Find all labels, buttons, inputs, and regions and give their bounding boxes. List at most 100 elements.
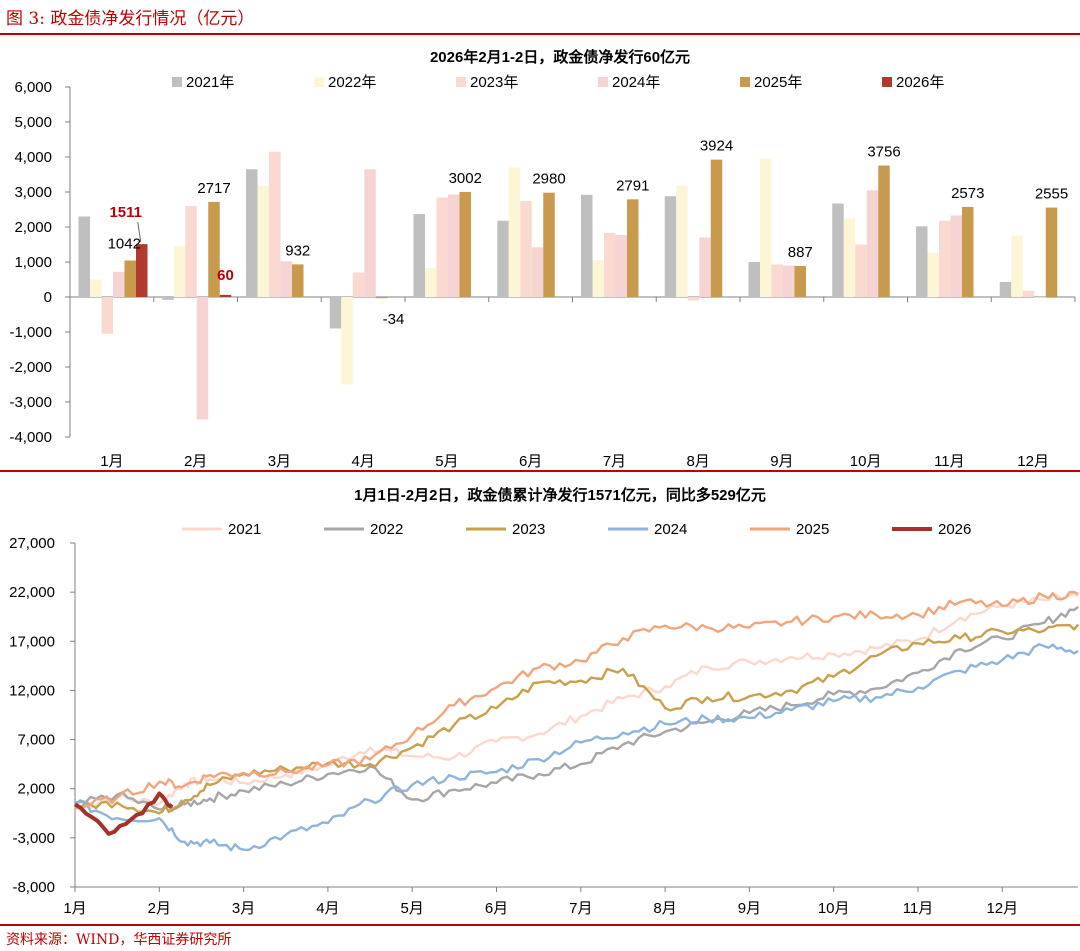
line-series-2021 [74,592,1079,810]
x-tick-label: 5月 [435,453,458,468]
bar-2021年-9月 [748,262,760,297]
bar-2026年-1月 [136,244,148,297]
x-tick-label: 5月 [401,900,424,917]
x-tick-label: 2月 [184,453,207,468]
y-tick-label: 2,000 [17,781,55,798]
bar-2022年-3月 [257,185,269,297]
line-chart-legend: 2021 2022 2023 2024 2025 2026 [182,521,971,538]
line-series-2022 [74,605,1079,813]
bar-2024年-6月 [531,247,544,297]
top-divider [0,33,1080,35]
bar-2025年-6月 [543,192,555,297]
bar-2023年-3月 [269,151,281,297]
legend-label-2025年: 2025年 [754,74,802,91]
x-tick-label: 11月 [903,900,934,917]
bottom-divider [0,924,1080,926]
x-tick-label: 12月 [986,900,1018,917]
legend-swatch-2022年 [314,77,324,87]
x-tick-label: 3月 [268,453,291,468]
line-chart-series [73,590,1080,852]
bar-2021年-8月 [664,196,677,297]
bar-2024年-3月 [280,261,292,297]
figure-title: 图 3: 政金债净发行情况（亿元） [6,9,255,29]
source-note: 资料来源：WIND，华西证券研究所 [6,932,232,948]
x-tick-label: 12月 [1017,453,1049,468]
legend-label-2021年: 2021年 [186,74,234,91]
y-tick-label: 17,000 [9,633,55,650]
middle-divider [0,470,1080,472]
x-tick-label: 1月 [100,453,123,468]
bar-chart-title: 2026年2月1-2日，政金债净发行60亿元 [430,48,690,66]
bar-chart-legend: 2021年 2022年 2023年 2024年 2025年 2026年 [172,74,944,91]
legend-label-2023: 2023 [512,521,545,538]
data-label: 887 [788,244,813,261]
data-label: -34 [383,311,405,328]
bar-2024年-4月 [364,169,376,297]
bar-2025年-1月 [124,260,136,297]
bar-2021年-5月 [413,214,425,297]
legend-swatch-2024年 [598,77,608,87]
bar-chart-bars [78,151,1058,420]
bar-2024年-2月 [196,297,209,420]
y-tick-label: 7,000 [17,732,55,749]
bar-2022年-2月 [173,246,186,297]
bar-2021年-10月 [832,203,844,297]
bar-2022年-4月 [341,297,353,385]
legend-label-2022年: 2022年 [328,74,376,91]
bar-2024年-7月 [615,235,627,297]
bar-2025年-11月 [962,206,974,297]
bar-2024年-1月 [113,271,125,297]
data-label: 2980 [532,171,565,188]
bar-2025年-3月 [292,264,304,297]
bar-2023年-12月 [1022,290,1035,297]
y-tick-label: -8,000 [12,879,55,896]
y-tick-label: 6,000 [14,79,52,96]
x-tick-label: 10月 [850,453,882,468]
bar-2023年-8月 [687,297,700,301]
x-tick-label: 4月 [351,453,374,468]
legend-label-2021: 2021 [228,521,261,538]
bar-2023年-4月 [352,272,365,297]
bar-2024年-9月 [783,265,795,297]
bar-2025年-2月 [208,201,220,297]
y-tick-label: -1,000 [9,324,52,341]
legend-swatch-2021年 [172,77,182,87]
cumulative-net-issuance-line-chart: 1月1日-2月2日，政金债累计净发行1571亿元，同比多529亿元 2021 20… [9,486,1080,917]
bar-2024年-11月 [950,215,962,297]
bar-2024年-10月 [866,190,879,297]
bar-2025年-4月 [375,297,388,299]
monthly-net-issuance-bar-chart: 2026年2月1-2日，政金债净发行60亿元 2021年 2022年 2023年 20… [9,48,1076,468]
x-tick-label: 4月 [316,900,339,917]
bar-2022年-11月 [927,252,939,297]
y-tick-label: 4,000 [14,149,52,166]
y-tick-label: 22,000 [9,584,55,601]
data-label: 1042 [108,236,141,253]
bar-2023年-2月 [185,206,197,297]
data-label: 3002 [449,170,482,187]
bar-2022年-10月 [843,218,856,297]
y-tick-label: 12,000 [9,682,55,699]
y-tick-label: 1,000 [14,254,52,271]
y-tick-label: -3,000 [9,394,52,411]
x-tick-label: 7月 [569,900,592,917]
legend-label-2026: 2026 [938,521,971,538]
data-label-leader-line [137,222,142,243]
bar-2022年-7月 [592,260,604,297]
y-tick-label: -2,000 [9,359,52,376]
data-label: 2555 [1035,186,1068,203]
bar-2021年-2月 [162,297,174,300]
x-tick-label: 9月 [770,453,793,468]
x-tick-label: 7月 [603,453,626,468]
bar-2023年-9月 [771,264,783,297]
x-tick-label: 3月 [232,900,255,917]
x-tick-label: 1月 [63,900,86,917]
legend-label-2023年: 2023年 [470,74,518,91]
x-tick-label: 6月 [485,900,508,917]
legend-swatch-2023年 [456,77,466,87]
bar-2023年-6月 [520,201,532,297]
bar-2023年-11月 [939,220,951,297]
bar-2025年-12月 [1045,207,1058,297]
bar-2026年-2月 [219,294,232,297]
data-label: 60 [217,267,234,284]
legend-label-2026年: 2026年 [896,74,944,91]
